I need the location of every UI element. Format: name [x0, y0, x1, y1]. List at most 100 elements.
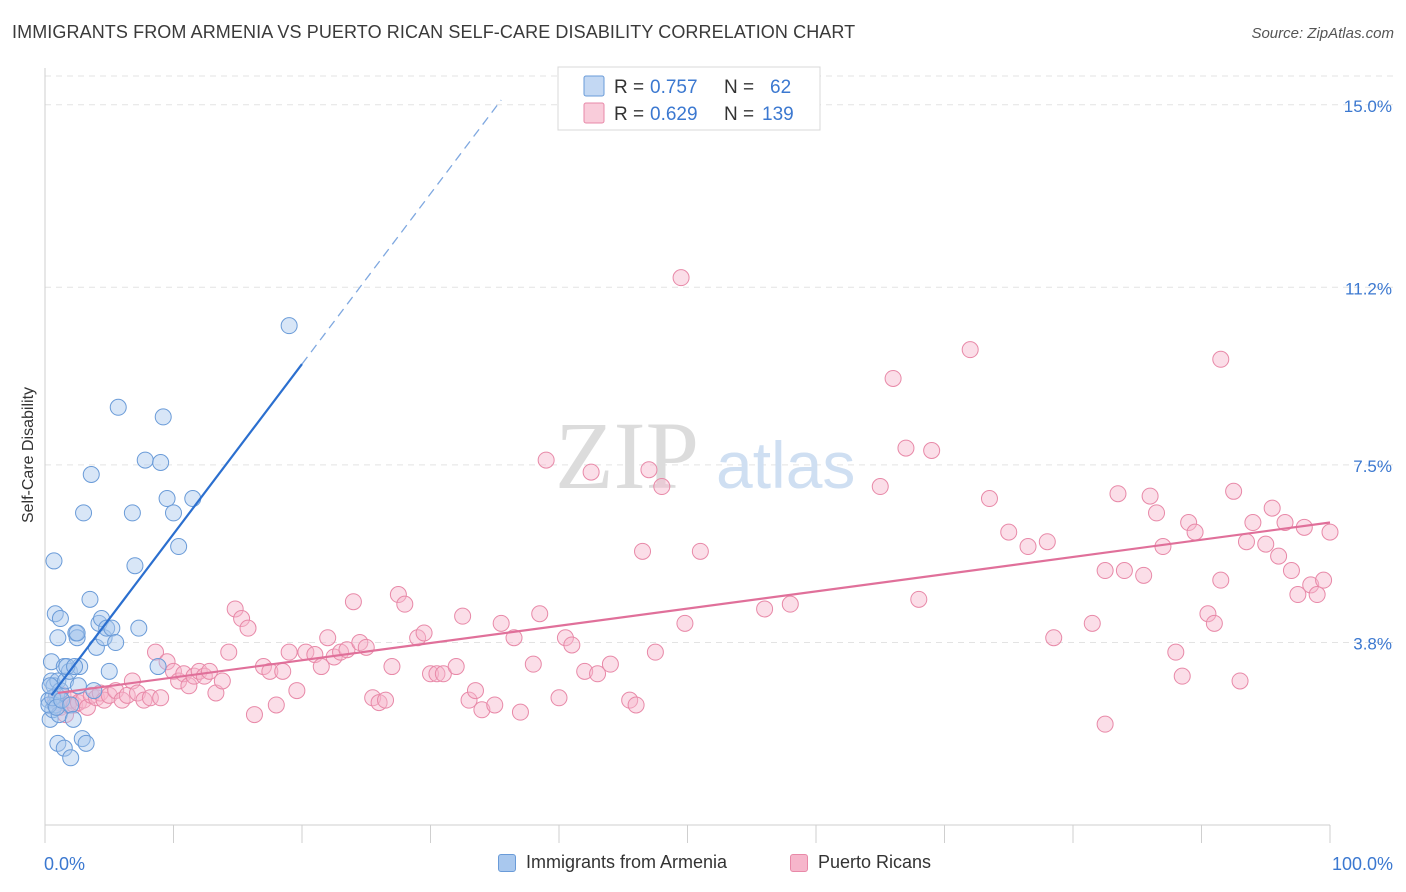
data-point	[511, 703, 529, 721]
data-point	[1276, 514, 1294, 532]
data-point	[123, 504, 141, 522]
watermark: ZIP atlas	[555, 402, 855, 509]
data-point	[280, 643, 298, 661]
watermark-atlas: atlas	[716, 428, 855, 502]
legend-item-puerto-ricans: Puerto Ricans	[790, 852, 931, 873]
trend-line-armenia	[50, 363, 303, 697]
data-point	[46, 605, 64, 623]
legend-swatch-puerto-ricans	[583, 102, 605, 124]
chart-title: IMMIGRANTS FROM ARMENIA VS PUERTO RICAN …	[12, 22, 856, 42]
legend-bottom-swatch-puerto-ricans	[790, 853, 808, 872]
data-point	[45, 552, 63, 570]
data-point	[627, 696, 645, 714]
data-point	[81, 590, 99, 608]
legend-label-armenia: Immigrants from Armenia	[526, 852, 728, 872]
data-point	[1109, 485, 1127, 503]
data-point	[454, 607, 472, 625]
data-point	[1302, 576, 1320, 594]
y-tick-label: 11.2%	[1345, 279, 1392, 298]
data-point	[64, 710, 82, 728]
data-point	[1212, 571, 1230, 589]
data-point	[646, 643, 664, 661]
data-point	[42, 653, 60, 671]
legend-r-value-puerto-ricans: 0.629	[650, 104, 698, 125]
data-point	[1270, 547, 1288, 565]
data-point	[897, 439, 915, 457]
data-point	[1237, 533, 1255, 551]
data-point	[126, 557, 144, 575]
data-point	[280, 317, 298, 335]
data-point	[261, 662, 279, 680]
data-point	[109, 398, 127, 416]
legend-r-value-armenia: 0.757	[650, 77, 698, 98]
data-point	[98, 619, 116, 637]
data-point	[1167, 643, 1185, 661]
data-point	[55, 739, 73, 757]
tick-labels: 3.8% 7.5% 11.2% 15.0% 0.0% 100.0%	[44, 97, 1393, 874]
data-point	[550, 689, 568, 707]
data-point	[653, 478, 671, 496]
data-point	[383, 658, 401, 676]
data-point	[62, 749, 80, 767]
data-point	[691, 542, 709, 560]
data-point	[377, 691, 395, 709]
data-point	[1019, 538, 1037, 556]
data-point	[389, 586, 407, 604]
legend-n-label-puerto-ricans: N =	[724, 104, 754, 125]
data-point	[165, 504, 182, 522]
data-point	[910, 590, 928, 608]
data-point	[447, 658, 465, 676]
data-point	[1038, 533, 1056, 551]
data-point	[51, 610, 69, 628]
data-point	[434, 665, 452, 683]
data-point	[152, 454, 170, 472]
data-point	[1000, 523, 1018, 541]
data-point	[226, 600, 244, 618]
data-point	[1205, 614, 1223, 632]
data-point	[85, 682, 103, 700]
data-point	[135, 691, 153, 709]
data-point	[158, 490, 176, 508]
data-point	[505, 629, 523, 647]
data-point	[152, 689, 170, 707]
legend-n-value-armenia: 62	[770, 77, 791, 98]
data-point	[68, 624, 86, 642]
data-point	[1308, 586, 1326, 604]
data-point	[422, 665, 439, 683]
data-point	[180, 677, 198, 695]
data-point	[165, 662, 182, 680]
data-point	[1135, 566, 1153, 584]
data-point	[756, 600, 774, 618]
data-point	[576, 662, 594, 680]
data-point	[1045, 629, 1063, 647]
data-point	[492, 614, 510, 632]
data-point	[563, 636, 581, 654]
data-point	[100, 662, 118, 680]
data-point	[49, 629, 67, 647]
legend-item-armenia: Immigrants from Armenia	[498, 852, 727, 873]
data-point	[396, 595, 414, 613]
series-immigrants-from-armenia	[40, 317, 298, 767]
data-point	[1115, 562, 1133, 580]
data-point	[781, 595, 799, 613]
data-point	[103, 619, 121, 637]
data-point	[1244, 514, 1262, 532]
legend-r-label-puerto-ricans: R =	[614, 104, 644, 125]
data-point	[154, 408, 172, 426]
data-point	[537, 451, 555, 469]
data-point	[158, 653, 176, 671]
data-point	[288, 682, 306, 700]
y-tick-label: 15.0%	[1344, 97, 1392, 116]
data-point	[220, 643, 238, 661]
x-tick-label: 100.0%	[1332, 854, 1393, 874]
data-point	[923, 442, 941, 459]
data-point	[961, 341, 979, 359]
data-point	[184, 490, 202, 508]
data-point	[136, 451, 154, 469]
series-puerto-ricans	[46, 269, 1339, 733]
data-point	[107, 634, 125, 652]
trend-lines	[50, 99, 1331, 697]
data-point	[1263, 499, 1281, 517]
data-point	[672, 269, 690, 287]
trend-line-armenia-extrapolated	[301, 99, 502, 365]
